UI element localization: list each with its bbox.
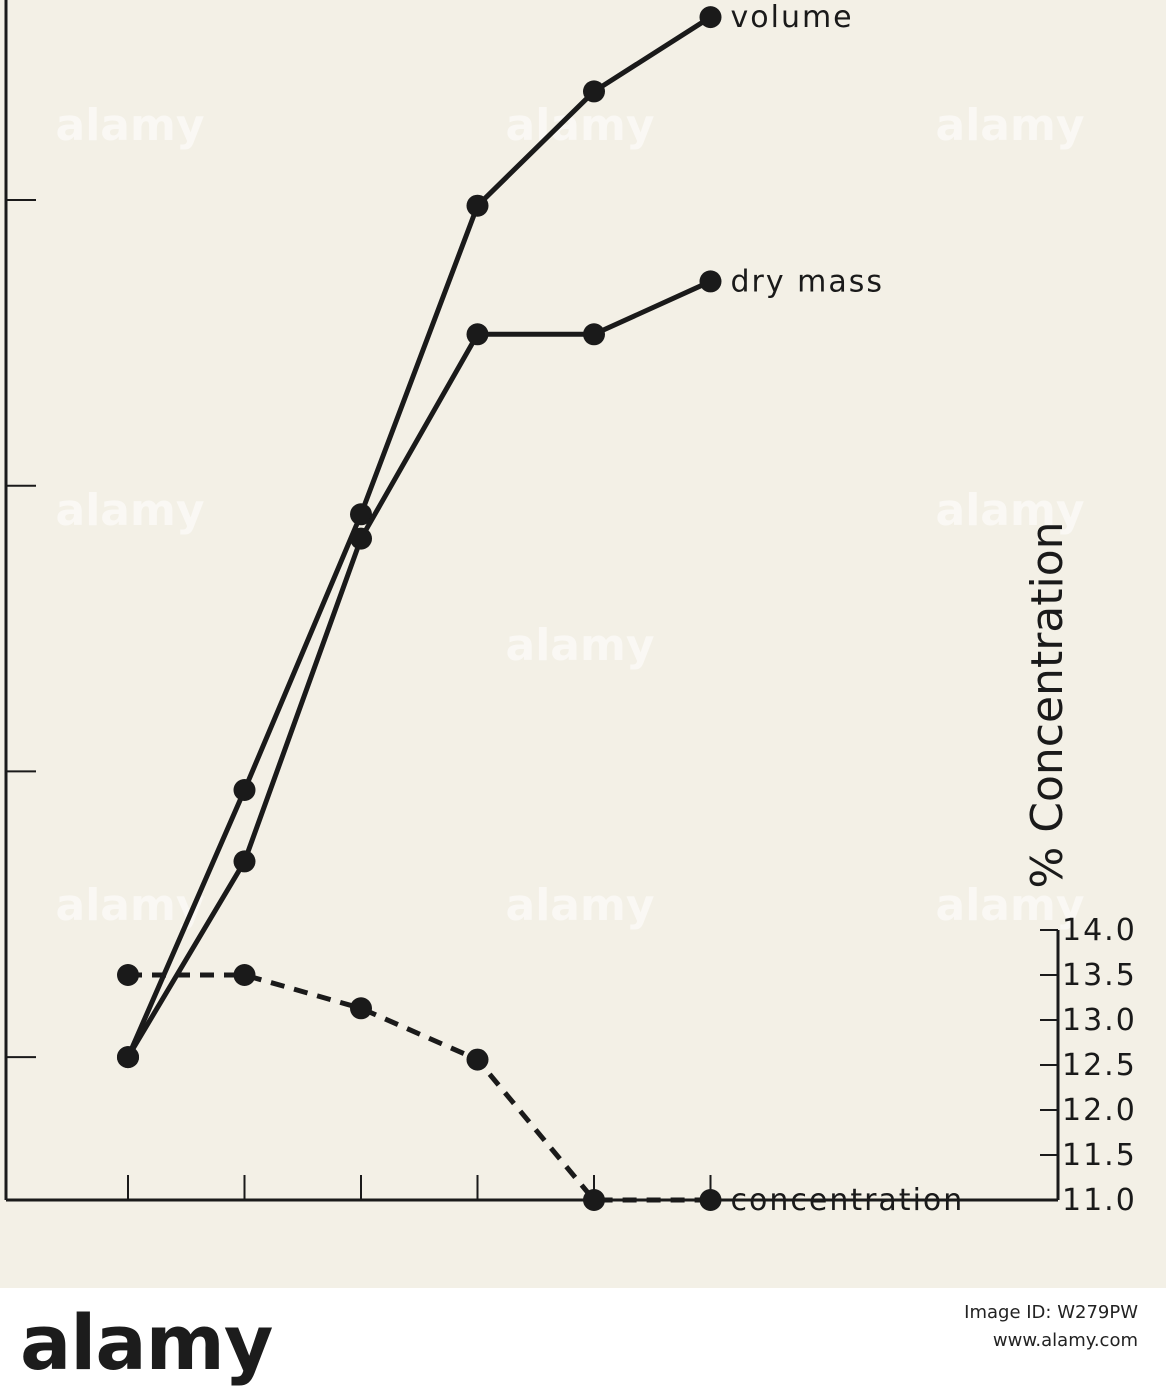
right-tick-label: 11.0 (1062, 1183, 1137, 1218)
footer-url: www.alamy.com (992, 1330, 1138, 1351)
series-line-volume (125, 15, 712, 1059)
series-line-dry-mass (125, 279, 712, 1059)
data-point (350, 527, 372, 550)
labels-group: volume dry mass concentration (731, 0, 965, 1218)
data-point (117, 1046, 139, 1069)
watermark-text: alamy (936, 880, 1085, 931)
data-point (583, 323, 605, 346)
watermark: alamy alamy alamy alamy alamy alamy alamy alamy… (56, 100, 1085, 931)
data-point (699, 1189, 722, 1211)
series-label: volume (731, 0, 854, 35)
watermark-text: alamy (936, 485, 1085, 536)
data-point (583, 80, 605, 103)
data-point (350, 503, 372, 526)
right-tick-label: 12.5 (1062, 1048, 1137, 1083)
data-point (699, 270, 722, 293)
data-point (233, 779, 256, 801)
data-point (699, 6, 722, 29)
footer-bar: alamy Image ID: W279PW www.alamy.com (0, 1288, 1166, 1390)
right-axis-label: % Concentration (1022, 521, 1073, 888)
series-label: concentration (731, 1183, 965, 1218)
image-id-text: Image ID: W279PW (964, 1302, 1138, 1323)
watermark-text: alamy (506, 620, 655, 671)
data-point (233, 850, 256, 873)
right-tick-label: 13.5 (1062, 958, 1137, 993)
watermark-text: alamy (56, 485, 205, 536)
series-label: dry mass (731, 264, 885, 299)
chart: alamy alamy alamy alamy alamy alamy alamy alamy… (4, 0, 1137, 1218)
axes: 14.0 13.5 13.0 12.5 12.0 11.5 11.0 % Concentrat… (4, 0, 1137, 1218)
data-point (117, 964, 139, 986)
series-group (117, 6, 722, 1211)
series-line-concentration (128, 972, 711, 1203)
watermark-text: alamy (56, 100, 205, 151)
watermark-text: alamy (936, 100, 1085, 151)
right-tick-label: 11.5 (1062, 1138, 1137, 1173)
data-point (350, 997, 372, 1020)
right-tick-label: 13.0 (1062, 1003, 1137, 1038)
data-point (233, 964, 256, 986)
data-point (466, 323, 489, 346)
watermark-text: alamy (56, 880, 205, 931)
right-tick-label: 12.0 (1062, 1093, 1137, 1128)
data-point (583, 1189, 605, 1211)
right-tick-label: 14.0 (1062, 913, 1137, 948)
watermark-text: alamy (506, 880, 655, 931)
data-point (466, 1048, 489, 1071)
data-point (466, 194, 489, 217)
footer-logo: alamy (20, 1298, 273, 1387)
